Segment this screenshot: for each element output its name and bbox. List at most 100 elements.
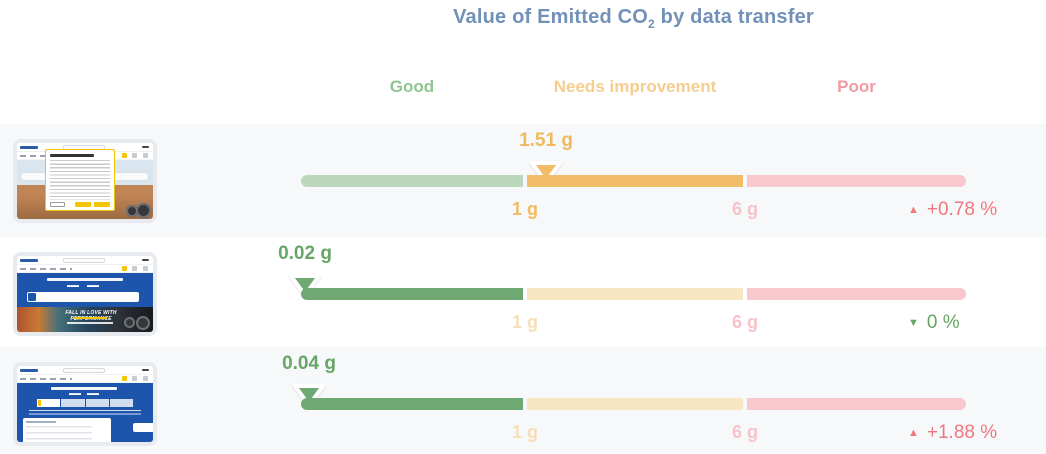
dialog-secondary-button [50,202,65,207]
form-tab-bar [37,399,133,407]
page-title: Value of Emitted CO2 by data transfer [453,6,814,31]
dropdown-header-line [26,421,56,423]
segment-poor [747,175,966,187]
site-navbar [17,256,153,265]
change-indicator: ▼ 0 % [908,312,960,334]
threshold-label-6g: 6 g [731,312,758,332]
tire-image [124,317,135,328]
blue-form-section [17,383,153,442]
trend-up-icon: ▲ [908,426,919,439]
gauge-row-2: FALL IN LOVE WITH PERFORMANCE 0.02 g 1 g… [0,237,1046,347]
co2-value-label: 0.02 g [278,243,332,264]
menu-icon [142,259,149,261]
zone-label-needs-improvement: Needs improvement [553,77,717,96]
form-link [87,393,99,395]
banner-headline: FALL IN LOVE WITH PERFORMANCE [65,310,117,322]
segment-good [301,398,523,410]
trend-up-icon: ▲ [908,203,919,216]
tab [61,399,85,407]
blue-hero-section [17,273,153,307]
nav-links [20,268,72,270]
segment-poor [747,288,966,300]
cookie-consent-dialog [45,149,115,211]
browser-window-preview [17,366,153,442]
co2-value-label: 0.04 g [282,353,336,374]
segment-good [301,288,523,300]
hero-search-bar [27,292,139,302]
banner-small-text-line [67,322,113,324]
threshold-label-6g: 6 g [731,199,758,219]
segment-needs-improvement [527,175,743,187]
michelin-logo [20,146,38,149]
zone-label-poor: Poor [837,77,876,96]
zone-label-good: Good [389,77,435,96]
change-percent: 0 % [926,312,960,333]
nav-icon [132,153,137,158]
change-percent: +0.78 % [926,199,998,220]
banner-yellow-subline [73,317,107,319]
site-navbar [17,366,153,375]
dialog-accept-button [75,202,91,207]
form-description-lines [29,410,141,415]
performance-banner-photo: FALL IN LOVE WITH PERFORMANCE [17,307,153,332]
nav-icon [132,376,137,381]
threshold-label-1g: 1 g [511,312,538,332]
page-thumbnail-cookie-consent[interactable] [13,139,157,223]
hero-link [67,285,79,287]
nav-links [20,378,72,380]
gauge-row-1: 1.51 g 1 g 6 g ▲ +0.78 % [0,124,1046,237]
nav-icon [122,153,127,158]
form-heading-line [51,387,117,390]
dialog-text-lines [50,159,110,200]
tire-image [136,203,151,218]
dialog-accept-all-button [94,202,110,207]
gauge-marker-icon [293,384,325,407]
segment-needs-improvement [527,288,743,300]
search-icon [28,293,36,301]
tab [109,399,133,407]
form-link [69,393,81,395]
segment-good [301,175,523,187]
michelin-logo [20,369,38,372]
dropdown-panel [23,418,111,442]
nav-icon [122,266,127,271]
dialog-title-line [50,154,94,157]
nav-icon [143,376,148,381]
gauge-bar [301,175,966,187]
gauge-marker-icon [289,274,321,297]
hero-link [87,285,99,287]
segment-poor [747,398,966,410]
page-thumbnail-search-form[interactable] [13,362,157,446]
mini-search-box [63,258,105,263]
gauge-bar [301,398,966,410]
segment-needs-improvement [527,398,743,410]
browser-window-preview [17,143,153,219]
threshold-label-6g: 6 g [731,422,758,442]
site-menubar [17,265,153,273]
threshold-label-1g: 1 g [511,199,538,219]
gauge-bar [301,288,966,300]
change-indicator: ▲ +0.78 % [908,199,997,221]
gauge-row-3: 0.04 g 1 g 6 g ▲ +1.88 % [0,347,1046,454]
site-menubar [17,375,153,383]
menu-icon [142,146,149,148]
tire-image [126,205,138,217]
gauge-marker-icon [530,161,562,184]
michelin-logo [20,259,38,262]
browser-window-preview: FALL IN LOVE WITH PERFORMANCE [17,256,153,332]
tire-image [136,316,150,330]
hero-heading-line [47,278,123,281]
nav-icon [143,153,148,158]
mini-search-box [63,368,105,373]
nav-icon [143,266,148,271]
trend-down-icon: ▼ [908,316,919,329]
page-thumbnail-homepage[interactable]: FALL IN LOVE WITH PERFORMANCE [13,252,157,336]
nav-icon [132,266,137,271]
change-indicator: ▲ +1.88 % [908,422,997,444]
dropdown-option-lines [26,426,92,442]
nav-icon [122,376,127,381]
side-white-box [133,423,153,432]
co2-value-label: 1.51 g [519,130,573,151]
tab [85,399,109,407]
